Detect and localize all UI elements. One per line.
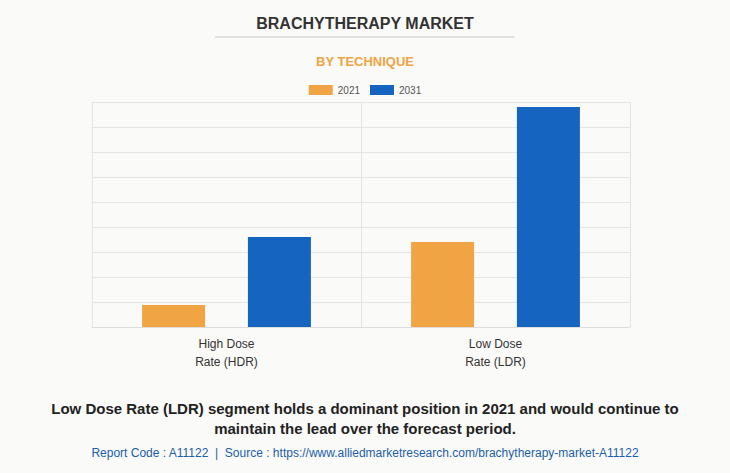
svg-text:2021: 2021 [338, 85, 361, 96]
svg-text:BY TECHNIQUE: BY TECHNIQUE [316, 54, 414, 69]
svg-text:Rate (HDR): Rate (HDR) [195, 355, 258, 369]
svg-text:Report Code : A11122 | Sourc: Report Code : A11122 | Source : https://… [91, 446, 638, 460]
svg-text:High Dose: High Dose [198, 337, 254, 351]
svg-text:BRACHYTHERAPY MARKET: BRACHYTHERAPY MARKET [256, 15, 474, 32]
svg-text:Low Dose Rate (LDR) segment ho: Low Dose Rate (LDR) segment holds a domi… [51, 400, 679, 417]
svg-text:2031: 2031 [399, 85, 422, 96]
svg-text:maintain the lead over the for: maintain the lead over the forecast peri… [214, 420, 516, 437]
svg-text:Low Dose: Low Dose [469, 337, 523, 351]
svg-text:Rate (LDR): Rate (LDR) [465, 355, 526, 369]
